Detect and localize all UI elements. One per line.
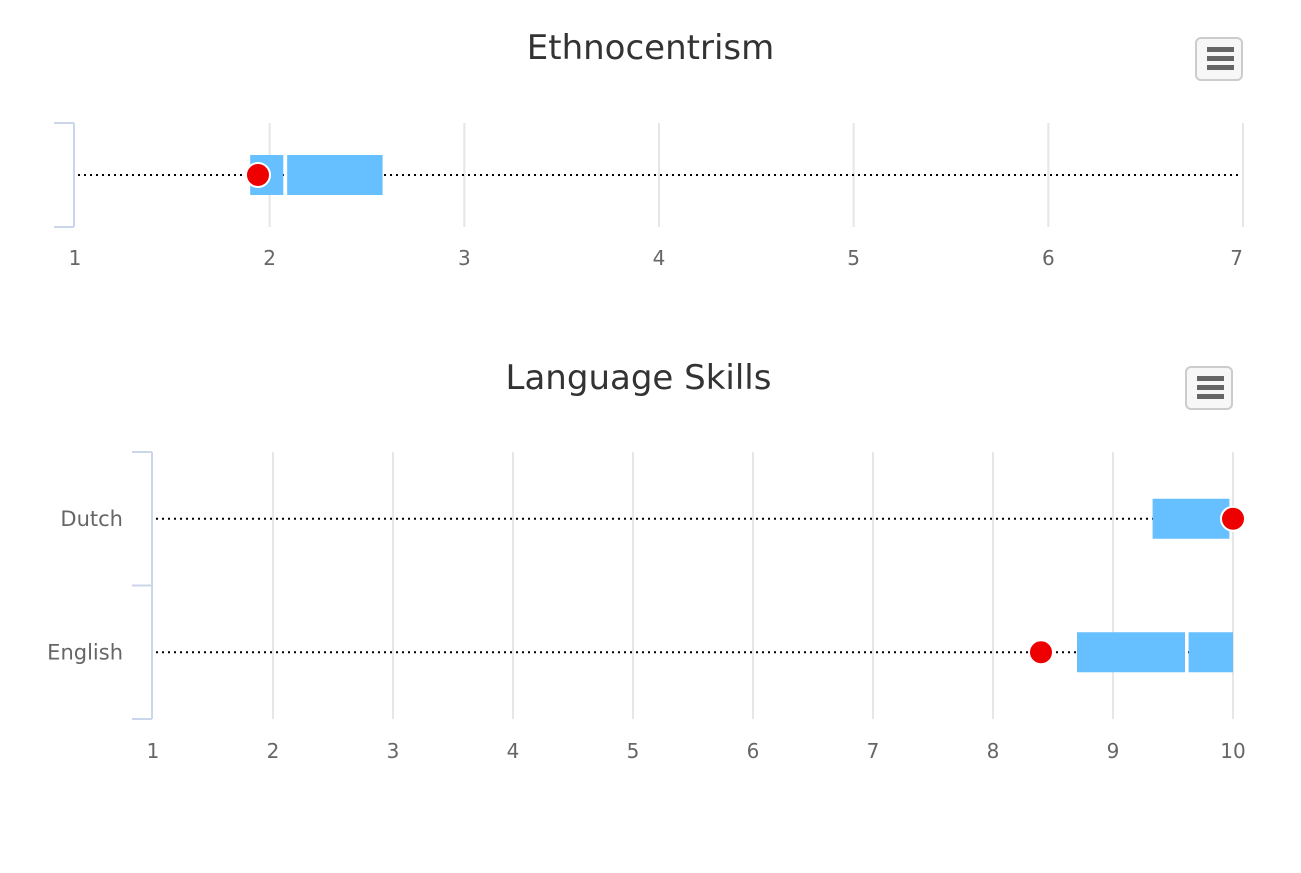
- chart-menu-button[interactable]: [1185, 366, 1233, 410]
- value-point: [1028, 639, 1054, 666]
- ethnocentrism-plot: 1 2 3 4 5 6 7: [54, 122, 1244, 270]
- language-skills-chart: Language Skills 1 2 3 4 5 6 7 8 9 10 Dutch English: [0, 330, 1301, 830]
- x-tick-label: 6: [1042, 246, 1055, 270]
- x-tick-label: 8: [987, 739, 1000, 763]
- category-label: English: [47, 640, 123, 664]
- x-tick-label: 2: [263, 246, 276, 270]
- x-tick-label: 9: [1107, 739, 1120, 763]
- x-tick-label: 3: [387, 739, 400, 763]
- range-bar: [1188, 632, 1233, 673]
- x-tick-label: 4: [507, 739, 520, 763]
- x-tick-label: 1: [69, 246, 82, 270]
- x-tick-label: 3: [458, 246, 471, 270]
- x-tick-label: 6: [747, 739, 760, 763]
- x-tick-label: 7: [1230, 246, 1243, 270]
- x-tick-label: 4: [653, 246, 666, 270]
- x-tick-label: 5: [847, 246, 860, 270]
- ethnocentrism-chart: Ethnocentrism 1 2 3 4 5 6 7: [0, 0, 1301, 300]
- x-tick-label: 2: [267, 739, 280, 763]
- value-point: [244, 162, 271, 188]
- chart-title: Language Skills: [505, 358, 772, 398]
- range-bar: [287, 155, 383, 195]
- x-tick-label: 5: [627, 739, 640, 763]
- range-bar: [1152, 498, 1230, 539]
- value-point: [1220, 505, 1246, 532]
- language-skills-plot: 1 2 3 4 5 6 7 8 9 10 Dutch English: [47, 451, 1246, 763]
- x-tick-label: 7: [867, 739, 880, 763]
- chart-title: Ethnocentrism: [526, 28, 775, 68]
- x-tick-label: 10: [1220, 739, 1245, 763]
- range-bar: [1077, 632, 1185, 673]
- chart-menu-button[interactable]: [1195, 37, 1243, 81]
- x-tick-label: 1: [147, 739, 160, 763]
- category-label: Dutch: [60, 507, 123, 531]
